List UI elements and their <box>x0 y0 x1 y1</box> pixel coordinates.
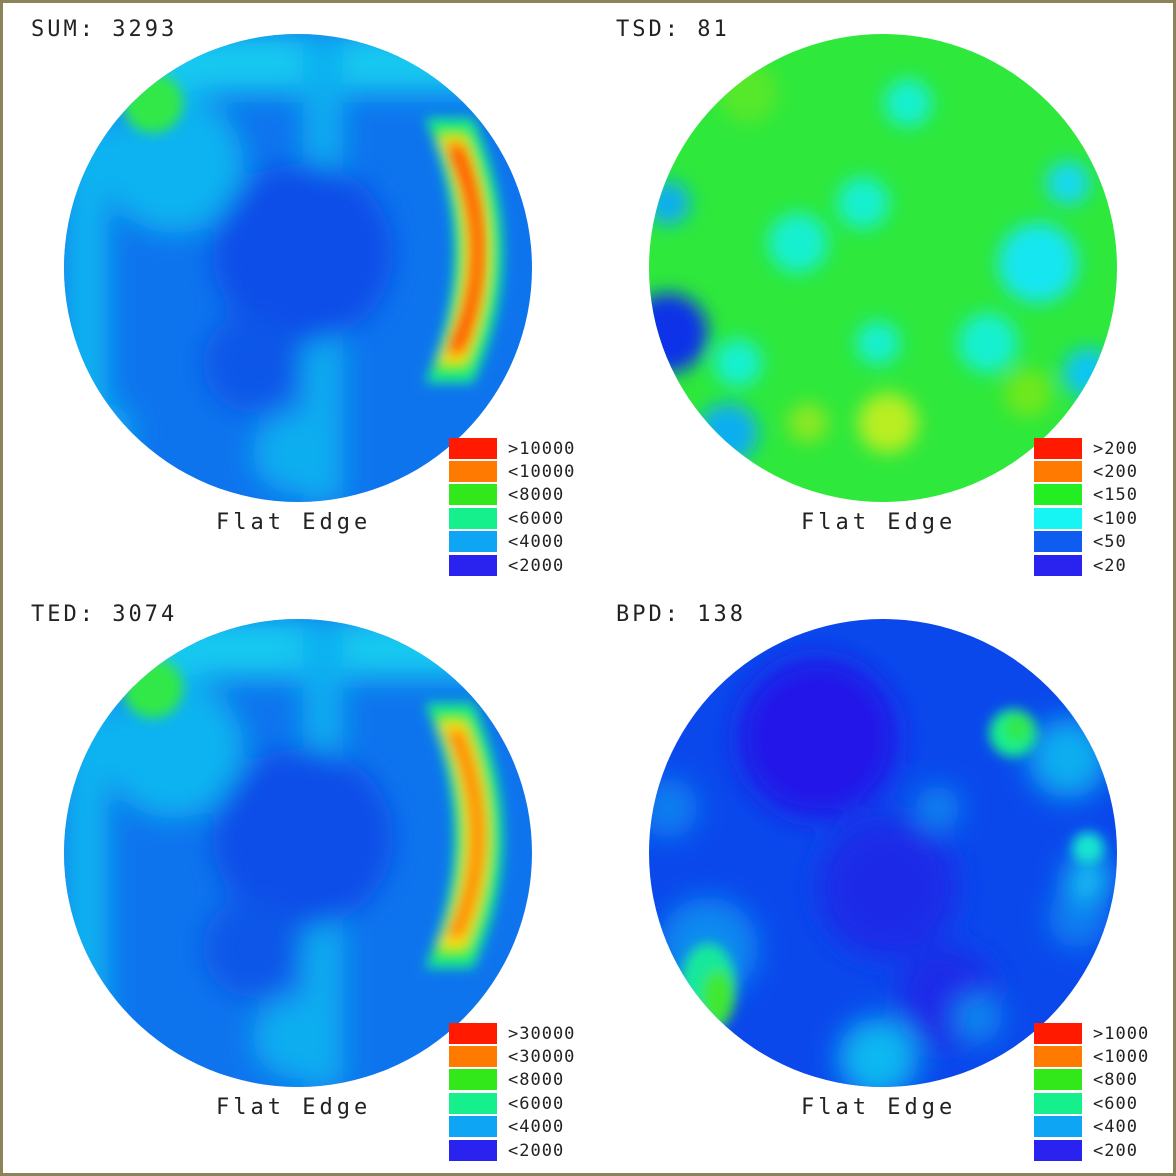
color-legend: >10000 <10000 <8000 <6000 <4000 <2000 <box>449 437 575 577</box>
legend-label: <150 <box>1093 485 1138 506</box>
legend-entry: >30000 <box>449 1022 575 1045</box>
legend-entry: <2000 <box>449 554 575 577</box>
flat-edge-label: Flat Edge <box>216 510 372 535</box>
legend-swatch <box>1034 1139 1082 1162</box>
legend-label: <4000 <box>508 1117 565 1138</box>
color-legend: >200 <200 <150 <100 <50 <20 <box>1034 437 1138 577</box>
chart-title: SUM: 3293 <box>31 17 178 42</box>
legend-swatch <box>1034 461 1082 484</box>
ted-wafer-map <box>64 619 532 1087</box>
legend-entry: <800 <box>1034 1069 1149 1092</box>
legend-swatch <box>1034 507 1082 530</box>
legend-entry: <400 <box>1034 1116 1149 1139</box>
legend-label: <200 <box>1093 1140 1138 1161</box>
flat-edge-label: Flat Edge <box>216 1095 372 1120</box>
legend-label: <200 <box>1093 462 1138 483</box>
legend-label: <4000 <box>508 532 565 553</box>
legend-label: <1000 <box>1093 1047 1150 1068</box>
ted-map-panel: TED: 3074 <box>3 588 588 1173</box>
tsd-wafer-map <box>649 34 1117 502</box>
legend-label: >30000 <box>508 1023 576 1044</box>
legend-entry: >200 <box>1034 437 1138 460</box>
flat-edge-label: Flat Edge <box>801 510 957 535</box>
legend-label: <600 <box>1093 1093 1138 1114</box>
legend-label: <20 <box>1093 555 1127 576</box>
chart-title: TED: 3074 <box>31 602 178 627</box>
legend-swatch <box>449 1092 497 1115</box>
legend-entry: <6000 <box>449 1092 575 1115</box>
legend-swatch <box>449 437 497 460</box>
legend-entry: <6000 <box>449 507 575 530</box>
legend-entry: <600 <box>1034 1092 1149 1115</box>
legend-entry: <10000 <box>449 460 576 484</box>
legend-label: <100 <box>1093 508 1138 529</box>
legend-label: <8000 <box>508 485 565 506</box>
sum-wafer-map <box>64 34 532 502</box>
bpd-wafer-map <box>649 619 1117 1087</box>
legend-label: <10000 <box>508 462 576 483</box>
legend-entry: >1000 <box>1034 1022 1149 1045</box>
legend-entry: <8000 <box>449 484 575 507</box>
legend-swatch <box>449 461 497 484</box>
legend-swatch <box>449 484 497 507</box>
legend-swatch <box>449 1069 497 1092</box>
legend-entry: <1000 <box>1034 1045 1150 1069</box>
flat-edge-label: Flat Edge <box>801 1095 957 1120</box>
legend-label: >10000 <box>508 438 576 459</box>
chart-title: TSD: 81 <box>616 17 730 42</box>
legend-label: <30000 <box>508 1047 576 1068</box>
legend-entry: <20 <box>1034 554 1138 577</box>
legend-entry: <100 <box>1034 507 1138 530</box>
legend-entry: <150 <box>1034 484 1138 507</box>
legend-label: <6000 <box>508 508 565 529</box>
legend-label: >1000 <box>1093 1023 1150 1044</box>
legend-swatch <box>449 531 497 554</box>
legend-swatch <box>449 507 497 530</box>
legend-label: <6000 <box>508 1093 565 1114</box>
legend-entry: <200 <box>1034 460 1138 484</box>
legend-entry: <4000 <box>449 1116 575 1139</box>
legend-swatch <box>1034 1092 1082 1115</box>
legend-swatch <box>449 554 497 577</box>
legend-label: <2000 <box>508 555 565 576</box>
legend-swatch <box>449 1139 497 1162</box>
legend-entry: <200 <box>1034 1139 1149 1162</box>
legend-entry: <8000 <box>449 1069 575 1092</box>
legend-label: <50 <box>1093 532 1127 553</box>
legend-entry: >10000 <box>449 437 575 460</box>
tsd-map-panel: TSD: 81 <box>588 3 1173 588</box>
sum-map-panel: SUM: 3293 <box>3 3 588 588</box>
legend-swatch <box>1034 1022 1082 1045</box>
legend-label: <400 <box>1093 1117 1138 1138</box>
legend-label: <2000 <box>508 1140 565 1161</box>
legend-swatch <box>449 1046 497 1069</box>
color-legend: >30000 <30000 <8000 <6000 <4000 <2000 <box>449 1022 575 1162</box>
legend-swatch <box>1034 1116 1082 1139</box>
legend-swatch <box>449 1116 497 1139</box>
legend-entry: <2000 <box>449 1139 575 1162</box>
legend-label: <8000 <box>508 1070 565 1091</box>
legend-swatch <box>449 1022 497 1045</box>
legend-swatch <box>1034 484 1082 507</box>
legend-swatch <box>1034 437 1082 460</box>
chart-title: BPD: 138 <box>616 602 746 627</box>
legend-entry: <30000 <box>449 1045 576 1069</box>
legend-entry: <4000 <box>449 531 575 554</box>
bpd-map-panel: BPD: 138 <box>588 588 1173 1173</box>
legend-swatch <box>1034 531 1082 554</box>
color-legend: >1000 <1000 <800 <600 <400 <200 <box>1034 1022 1149 1162</box>
legend-entry: <50 <box>1034 531 1138 554</box>
legend-swatch <box>1034 554 1082 577</box>
legend-label: >200 <box>1093 438 1138 459</box>
legend-label: <800 <box>1093 1070 1138 1091</box>
legend-swatch <box>1034 1046 1082 1069</box>
legend-swatch <box>1034 1069 1082 1092</box>
